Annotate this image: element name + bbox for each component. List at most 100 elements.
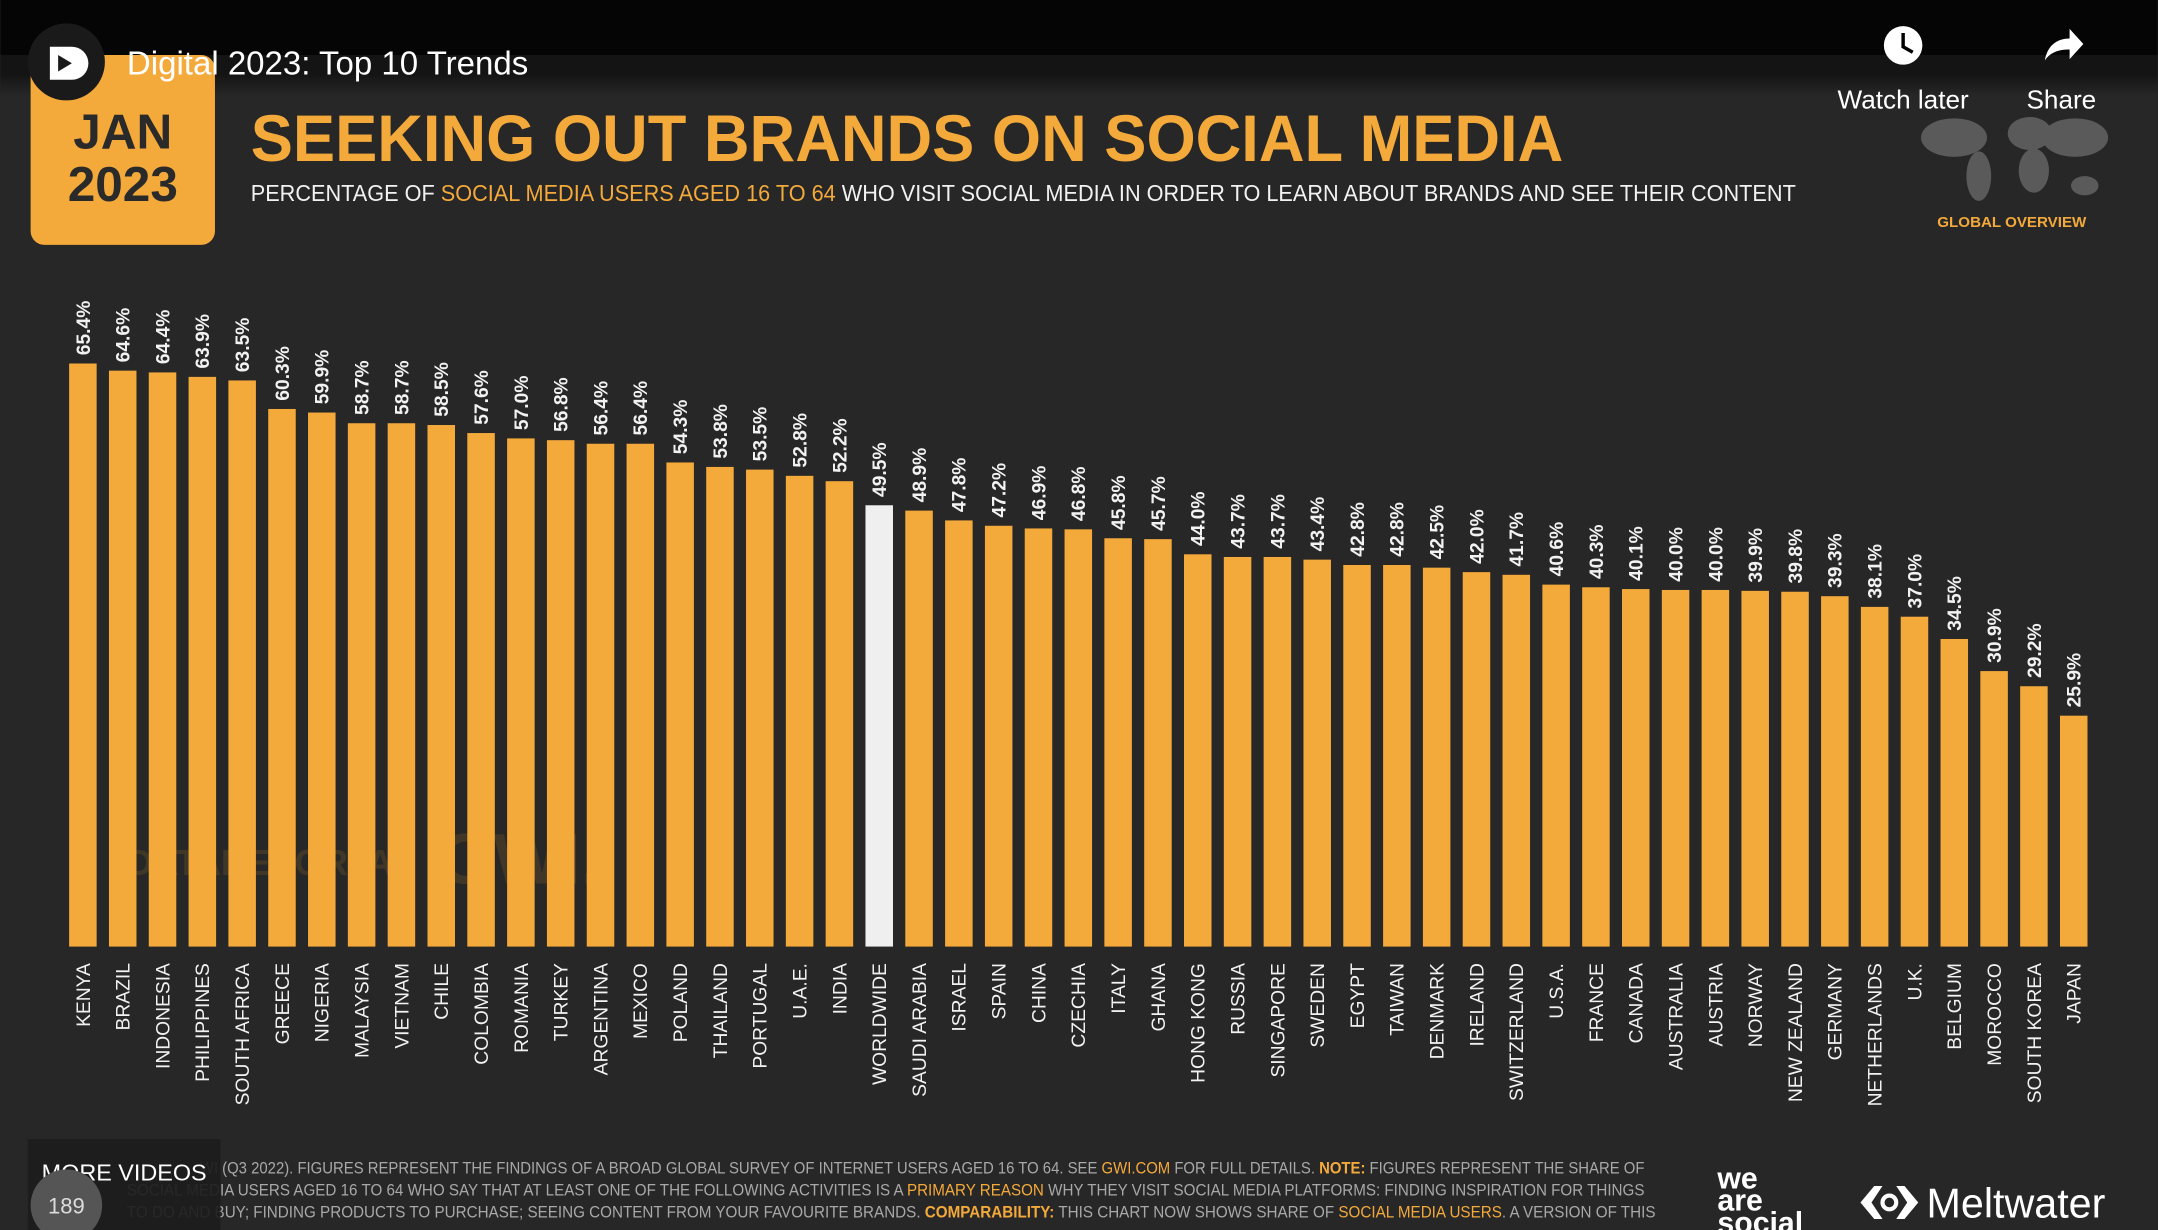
category-label: ROMANIA: [512, 963, 533, 1053]
bar: [945, 520, 973, 947]
date-month: JAN: [73, 105, 172, 160]
category-label: TURKEY: [552, 963, 573, 1041]
value-label: 40.0%: [1666, 527, 1687, 582]
bar: [1860, 606, 1889, 947]
category-label: AUSTRIA: [1706, 963, 1727, 1047]
category-label: SOUTH AFRICA: [233, 963, 254, 1105]
value-label: 58.7%: [352, 360, 373, 415]
value-label: 42.8%: [1348, 502, 1369, 557]
value-label: 58.7%: [392, 360, 413, 415]
value-label: 60.3%: [273, 346, 294, 401]
category-label: WORLDWIDE: [870, 963, 891, 1085]
value-label: 46.9%: [1029, 466, 1050, 521]
bar: [746, 469, 774, 947]
category-label: TAIWAN: [1388, 963, 1409, 1036]
category-label: CHILE: [432, 963, 453, 1020]
value-label: 64.4%: [153, 310, 174, 365]
share-icon[interactable]: [2044, 28, 2084, 61]
category-label: CHINA: [1029, 963, 1050, 1023]
chart: DATAREPORTALGWI.65.4%KENYA64.6%BRAZIL64.…: [69, 301, 2106, 1230]
category-label: SPAIN: [990, 963, 1011, 1019]
value-label: 34.5%: [1945, 576, 1966, 631]
bar: [1701, 589, 1730, 947]
bar: [1980, 671, 2008, 947]
category-label: THAILAND: [711, 963, 732, 1058]
category-label: INDIA: [830, 963, 851, 1015]
bar: [467, 433, 495, 947]
category-label: PHILIPPINES: [193, 963, 214, 1082]
footnote-segment: SOCIAL MEDIA USERS: [1338, 1204, 1501, 1222]
top-fade: [0, 55, 2158, 97]
meltwater-mark: [1860, 1185, 1919, 1219]
category-label: NEW ZEALAND: [1786, 963, 1807, 1102]
bar: [1422, 567, 1451, 947]
bar: [1144, 539, 1172, 947]
category-label: INDONESIA: [153, 963, 174, 1069]
date-year: 2023: [68, 157, 178, 212]
bar: [1821, 596, 1849, 947]
category-label: MEXICO: [631, 963, 652, 1039]
category-label: U.A.E.: [790, 963, 811, 1019]
category-label: RUSSIA: [1228, 963, 1249, 1035]
value-label: 39.8%: [1786, 529, 1807, 584]
category-label: AUSTRALIA: [1666, 963, 1687, 1070]
bar: [1263, 556, 1292, 947]
subtitle-highlight: SOCIAL MEDIA USERS AGED 16 TO 64: [441, 180, 836, 206]
bar: [108, 370, 137, 947]
slide-title: SEEKING OUT BRANDS ON SOCIAL MEDIA: [251, 101, 1564, 175]
bar: [308, 412, 336, 947]
bar: [1343, 564, 1371, 947]
bar: [347, 423, 376, 947]
category-label: GERMANY: [1826, 963, 1847, 1060]
value-label: 56.8%: [552, 377, 573, 432]
category-label: GHANA: [1149, 963, 1170, 1032]
bar: [1781, 591, 1809, 947]
player-overlay: Digital 2023: Top 10 Trends Watch later …: [27, 23, 2096, 1230]
global-overview-badge: GLOBAL OVERVIEW: [1937, 214, 2087, 231]
subtitle-part: PERCENTAGE OF: [251, 180, 441, 206]
bar: [1024, 528, 1053, 947]
category-label: GREECE: [273, 963, 294, 1044]
value-label: 57.0%: [512, 376, 533, 431]
category-label: NETHERLANDS: [1866, 963, 1887, 1106]
bar: [427, 425, 456, 947]
category-label: MALAYSIA: [352, 963, 373, 1058]
footnote-segment: COMPARABILITY:: [925, 1204, 1055, 1222]
value-label: 45.7%: [1149, 476, 1170, 531]
category-label: ISRAEL: [950, 963, 971, 1032]
footnote-line: SOCIAL MEDIA USERS AGED 16 TO 64 WHO SAY…: [127, 1182, 1645, 1200]
category-label: SINGAPORE: [1268, 963, 1289, 1078]
footnote-segment: GWI.COM: [1102, 1160, 1171, 1178]
clock-hands: [1901, 33, 1914, 54]
footnote-segment: PRIMARY REASON: [907, 1182, 1044, 1200]
bar: [546, 440, 575, 947]
value-label: 53.8%: [711, 404, 732, 459]
value-label: 65.4%: [74, 301, 95, 356]
footnote-segment: WI (Q3 2022). FIGURES REPRESENT THE FIND…: [200, 1160, 1102, 1178]
category-label: DENMARK: [1428, 963, 1449, 1059]
bar: [1303, 559, 1331, 947]
share-label[interactable]: Share: [2026, 85, 2096, 115]
value-label: 40.6%: [1547, 522, 1568, 577]
bar: [1940, 638, 1969, 947]
value-label: 48.9%: [910, 448, 931, 503]
video-title[interactable]: Digital 2023: Top 10 Trends: [127, 44, 528, 81]
category-label: HONG KONG: [1189, 963, 1210, 1083]
footnote-segment: SOCIAL MEDIA USERS AGED 16 TO 64 WHO SAY…: [127, 1182, 907, 1200]
category-label: CZECHIA: [1069, 963, 1090, 1048]
category-label: BELGIUM: [1945, 963, 1966, 1050]
value-label: 64.6%: [114, 308, 135, 363]
bar: [626, 443, 655, 947]
value-label: 44.0%: [1189, 491, 1210, 546]
channel-avatar[interactable]: [27, 23, 105, 101]
we-are-social-logo: are: [1717, 1185, 1762, 1218]
footnote-segment: . A VERSION OF THIS: [1502, 1204, 1656, 1222]
watch-later-label[interactable]: Watch later: [1838, 85, 1969, 115]
category-label: U.K.: [1905, 963, 1926, 1000]
bar: [1383, 564, 1411, 947]
value-label: 53.5%: [751, 407, 772, 462]
value-label: 42.8%: [1388, 502, 1409, 557]
subtitle-part: WHO VISIT SOCIAL MEDIA IN ORDER TO LEARN…: [836, 180, 1796, 206]
